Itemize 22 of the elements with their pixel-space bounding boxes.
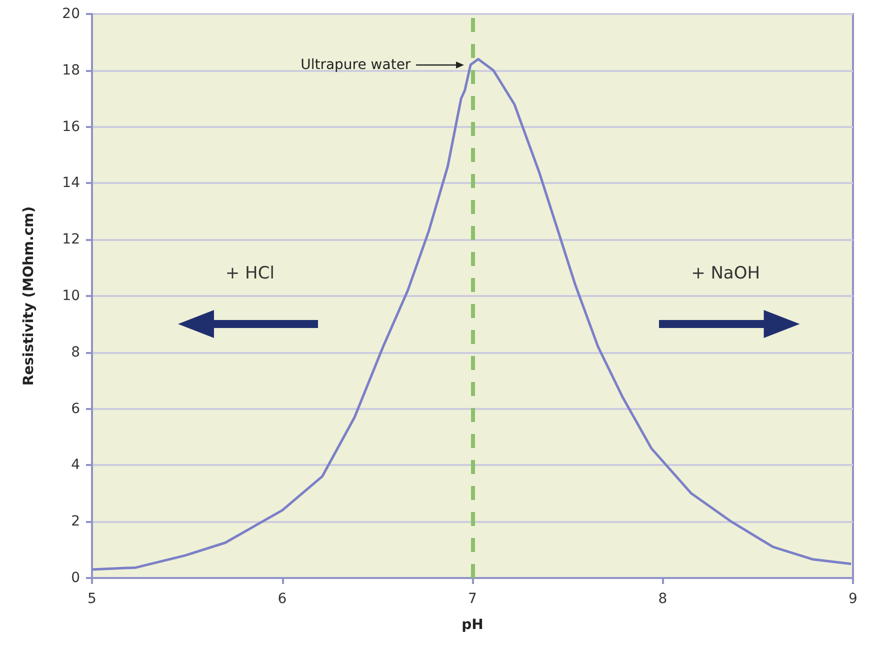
x-tick-label: 6	[278, 591, 287, 607]
y-tick-label: 20	[62, 6, 80, 22]
y-axis-title: Resistivity (MOhm.cm)	[21, 206, 37, 386]
annotation: + HCl	[225, 263, 274, 284]
annotation: Ultrapure water	[300, 56, 411, 73]
y-tick-label: 12	[62, 232, 80, 248]
x-tick-label: 8	[658, 591, 668, 607]
x-axis-title: pH	[462, 617, 484, 633]
y-tick-label: 0	[71, 570, 80, 586]
y-tick-label: 16	[62, 118, 80, 135]
x-tick-label: 9	[848, 591, 858, 607]
y-tick-label: 4	[71, 457, 80, 474]
y-tick-label: 14	[62, 175, 80, 192]
x-tick-label: 7	[468, 591, 477, 607]
annotation: + NaOH	[691, 263, 760, 284]
line-series	[90, 58, 852, 571]
y-tick-label: 18	[62, 62, 80, 78]
x-tick-label: 5	[88, 591, 96, 607]
y-tick-label: 6	[71, 400, 80, 417]
y-tick-label: 2	[71, 514, 80, 530]
y-tick-label: 10	[62, 288, 80, 304]
y-tick-label: 8	[71, 344, 80, 360]
